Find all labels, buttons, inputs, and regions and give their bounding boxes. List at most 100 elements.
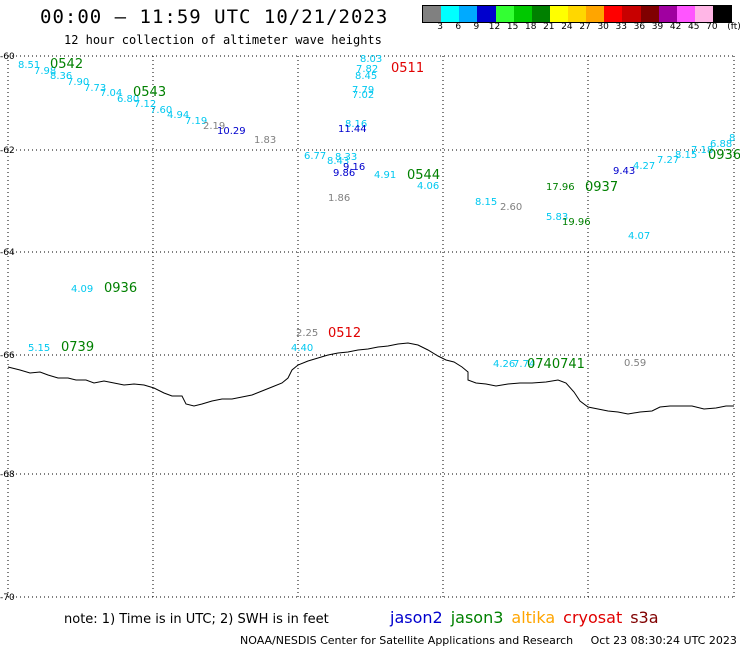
satellite-s3a: s3a [630,608,659,627]
swh-value: 7.60 [150,105,172,116]
color-scale-labels: 3 6 9 12 15 18 21 24 27 30 33 36 39 42 45 70 (ft) [422,22,740,34]
pass-time: 0937 [585,180,618,195]
wave-height-map: 105108111114117120-60-62-64-66-68-70 8.5… [0,52,740,603]
swh-value: 8.45 [355,71,377,82]
swh-value: 17.96 [546,182,575,193]
swh-value: 9.86 [333,168,355,179]
satellite-jason2: jason2 [390,608,443,627]
pass-time: 0544 [407,168,440,183]
swh-value: 8.15 [675,150,697,161]
scale-label: 3 [437,22,443,32]
scale-label: 9 [473,22,480,32]
scale-label: 6 [455,22,462,32]
swh-value: 7.82 [356,64,378,75]
lat-tick-label: -60 [0,52,15,62]
scale-swatch [459,6,478,22]
scale-swatch [495,6,514,22]
swh-value: 6.77 [304,151,326,162]
scale-label: 36 [633,22,646,32]
swh-value: 1.83 [254,135,276,146]
pass-time: 0542 [50,57,83,72]
swh-value: 8.03 [360,54,382,65]
swh-value: 1.86 [328,193,350,204]
swh-value: 8.51 [18,60,40,71]
lat-tick-label: -70 [0,593,15,603]
swh-value: 2.60 [500,202,522,213]
swh-value: 10.29 [217,126,246,137]
scale-label: 39 [651,22,664,32]
scale-label: 45 [688,22,700,32]
swh-value: 4.40 [291,343,313,354]
scale-swatch [622,6,641,22]
swh-value: 2.19 [203,121,225,132]
pass-time: 0936 [708,148,740,163]
scale-swatch [423,6,442,22]
scale-swatch [676,6,695,22]
pass-time: 0543 [133,85,166,100]
scale-swatch [549,6,568,22]
scale-label: 24 [561,22,573,32]
lat-tick-label: -64 [0,248,15,258]
scale-label: (ft) [727,22,740,32]
map-title: 00:00 – 11:59 UTC 10/21/2023 [40,6,389,28]
scale-swatch [513,6,532,22]
swh-value: 6.88 [710,139,732,150]
map-subtitle: 12 hour collection of altimeter wave hei… [64,33,382,47]
swh-value: 9.43 [613,166,635,177]
scale-swatch [531,6,550,22]
scale-swatch [604,6,623,22]
swh-value: 7.18 [691,145,713,156]
swh-value: 7.74 [513,359,535,370]
swh-value: 4.26 [493,359,515,370]
pass-time: 0512 [328,326,361,341]
swh-value: 5.15 [28,343,50,354]
scale-label: 21 [543,22,555,32]
swh-value: 4.91 [374,170,396,181]
pass-time: 0511 [391,61,424,76]
scale-swatch [694,6,713,22]
swh-value: 8 [729,133,735,144]
pass-time-labels: 0542 0543 0511 0544 0937 0936 0936 0739 0512 0740… [50,57,740,372]
swh-value: 4.27 [633,161,655,172]
swh-value: 7.98 [34,66,56,77]
swh-value: 7.73 [84,83,106,94]
swh-value: 0.59 [624,358,646,369]
swh-value: 9.16 [343,162,365,173]
footer-timestamp: Oct 23 08:30:24 UTC 2023 [590,634,737,647]
swh-value: 7.02 [352,90,374,101]
scale-swatch [568,6,587,22]
swh-value: 4.94 [167,110,189,121]
swh-value: 7.79 [352,85,374,96]
graticule-grid [7,55,735,600]
color-scale-bar [422,5,732,23]
scale-label: 42 [669,22,682,32]
scale-label: 33 [615,22,628,32]
antarctic-coastline [7,342,734,415]
pass-time: 0739 [61,340,94,355]
swh-value: 7.90 [67,77,89,88]
swh-value: 8.36 [50,71,72,82]
pass-time: 0936 [104,281,137,296]
scale-swatch [477,6,496,22]
scale-swatch [658,6,677,22]
scale-label: 30 [597,22,609,32]
swh-value: 4.09 [71,284,93,295]
swh-value: 19.96 [562,217,591,228]
swh-value: 8.33 [335,152,357,163]
swh-observations: 8.517.988.367.907.737.046.807.127.604.94… [18,54,735,370]
swh-value: 11.44 [338,124,367,135]
scale-swatch [441,6,460,22]
swh-value: 8.16 [345,119,367,130]
lat-tick-label: -62 [0,146,15,156]
swh-value: 6.80 [117,94,139,105]
scale-swatch [586,6,605,22]
swh-value: 7.19 [185,116,207,127]
axis-ticks: 105108111114117120-60-62-64-66-68-70 [0,52,15,603]
scale-label: 70 [706,22,718,32]
pass-time: 0740741 [527,357,585,372]
swh-value: 4.06 [417,181,439,192]
satellite-altika: altika [511,608,556,627]
scale-label: 27 [579,22,591,32]
swh-value: 7.27 [657,155,679,166]
swh-value: 2.25 [296,328,318,339]
